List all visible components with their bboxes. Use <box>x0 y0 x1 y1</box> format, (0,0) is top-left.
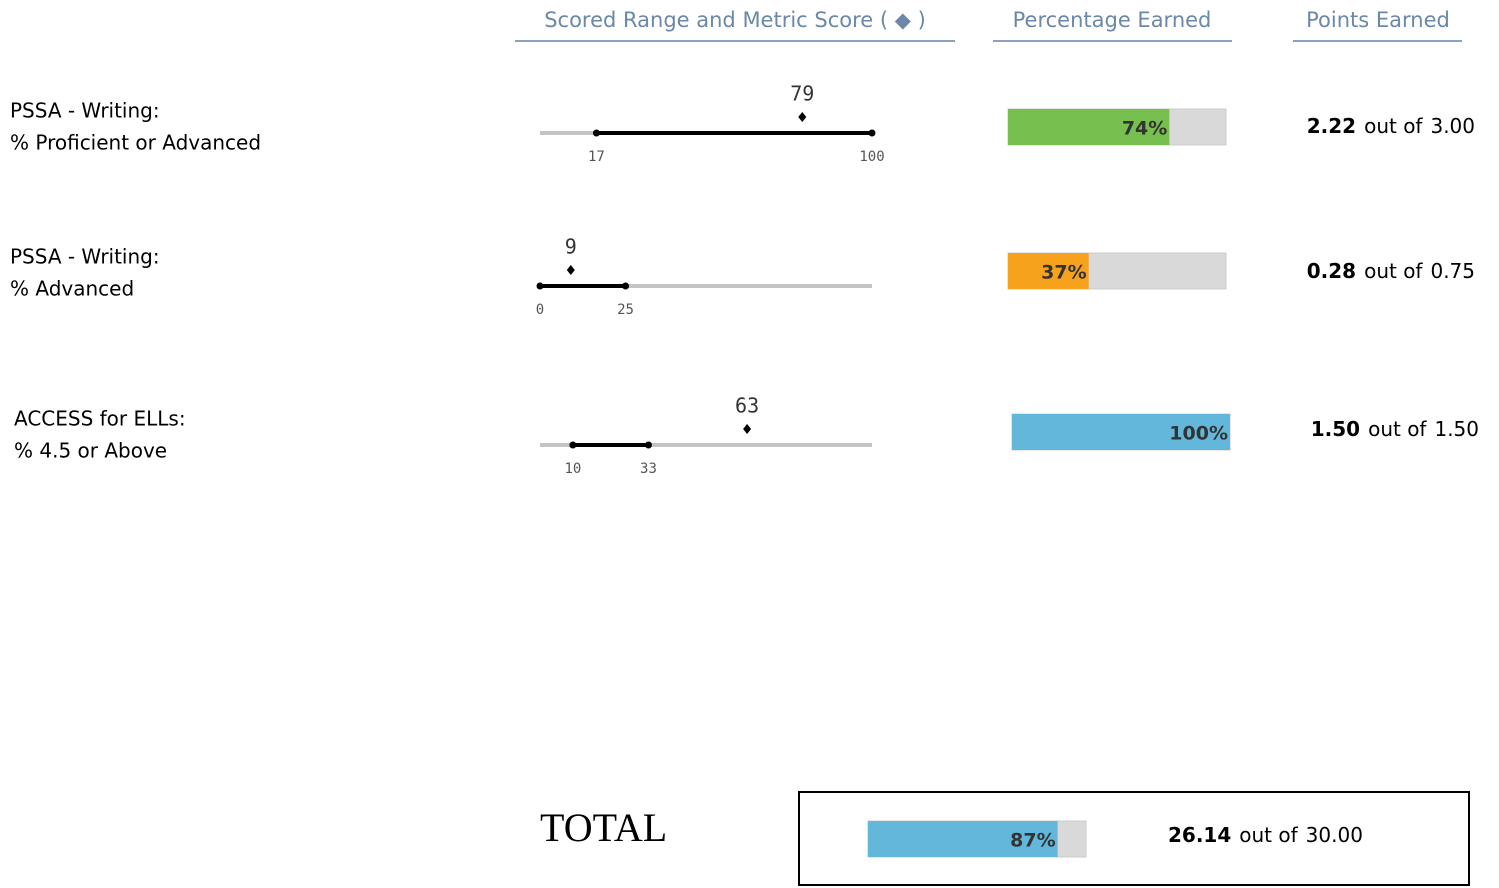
range-low-label: 10 <box>564 461 581 477</box>
range-low-label: 0 <box>536 302 544 318</box>
points-max: 0.75 <box>1430 259 1475 283</box>
header: Percentage Earned <box>1013 8 1212 32</box>
percent-fill <box>1012 414 1230 450</box>
range-high-label: 100 <box>859 149 884 165</box>
percent-fill <box>868 821 1058 857</box>
points-earned: 2.22 <box>1307 114 1356 138</box>
points-max: 3.00 <box>1430 114 1475 138</box>
score-label: 63 <box>735 394 759 418</box>
points-text: out of <box>1364 114 1423 138</box>
score-marker <box>798 112 807 122</box>
range-low <box>569 441 577 449</box>
row-label: % 4.5 or Above <box>14 439 167 463</box>
score-label: 79 <box>790 82 814 106</box>
range-low <box>536 282 544 290</box>
range-high-label: 25 <box>617 302 634 318</box>
range-low <box>592 129 600 137</box>
score-label: 9 <box>565 235 577 259</box>
points-earned: 0.28 <box>1307 259 1356 283</box>
row-label: % Advanced <box>10 277 134 301</box>
points-earned: 26.14 <box>1168 823 1231 847</box>
total-box <box>798 791 1470 886</box>
range-high <box>644 441 652 449</box>
points-text: out of <box>1239 823 1298 847</box>
points: 0.28 out of 0.75 <box>1307 259 1475 283</box>
row-label: PSSA - Writing: <box>10 99 160 123</box>
percent-label: 37% <box>1041 262 1086 284</box>
score-marker <box>566 265 575 275</box>
range-high <box>868 129 876 137</box>
row-label: ACCESS for ELLs: <box>14 407 186 431</box>
percent-label: 100% <box>1169 423 1228 445</box>
percent-fill <box>1008 253 1089 289</box>
range-high <box>622 282 630 290</box>
points-max: 30.00 <box>1306 823 1363 847</box>
score-marker <box>743 424 752 434</box>
range-high-label: 33 <box>640 461 657 477</box>
points: 26.14 out of 30.00 <box>1168 823 1363 847</box>
range-low-label: 17 <box>588 149 605 165</box>
row-label: PSSA - Writing: <box>10 245 160 269</box>
points-max: 1.50 <box>1434 417 1479 441</box>
percent-fill <box>1008 109 1170 145</box>
percent-label: 87% <box>1010 830 1055 852</box>
header: Points Earned <box>1306 8 1450 32</box>
points-text: out of <box>1364 259 1423 283</box>
total-label: TOTAL <box>540 805 667 850</box>
points: 2.22 out of 3.00 <box>1307 114 1475 138</box>
points-earned: 1.50 <box>1311 417 1360 441</box>
percent-label: 74% <box>1122 118 1167 140</box>
points: 1.50 out of 1.50 <box>1311 417 1479 441</box>
row-label: % Proficient or Advanced <box>10 131 261 155</box>
points-text: out of <box>1368 417 1427 441</box>
header: Scored Range and Metric Score ( ◆ ) <box>544 8 926 32</box>
